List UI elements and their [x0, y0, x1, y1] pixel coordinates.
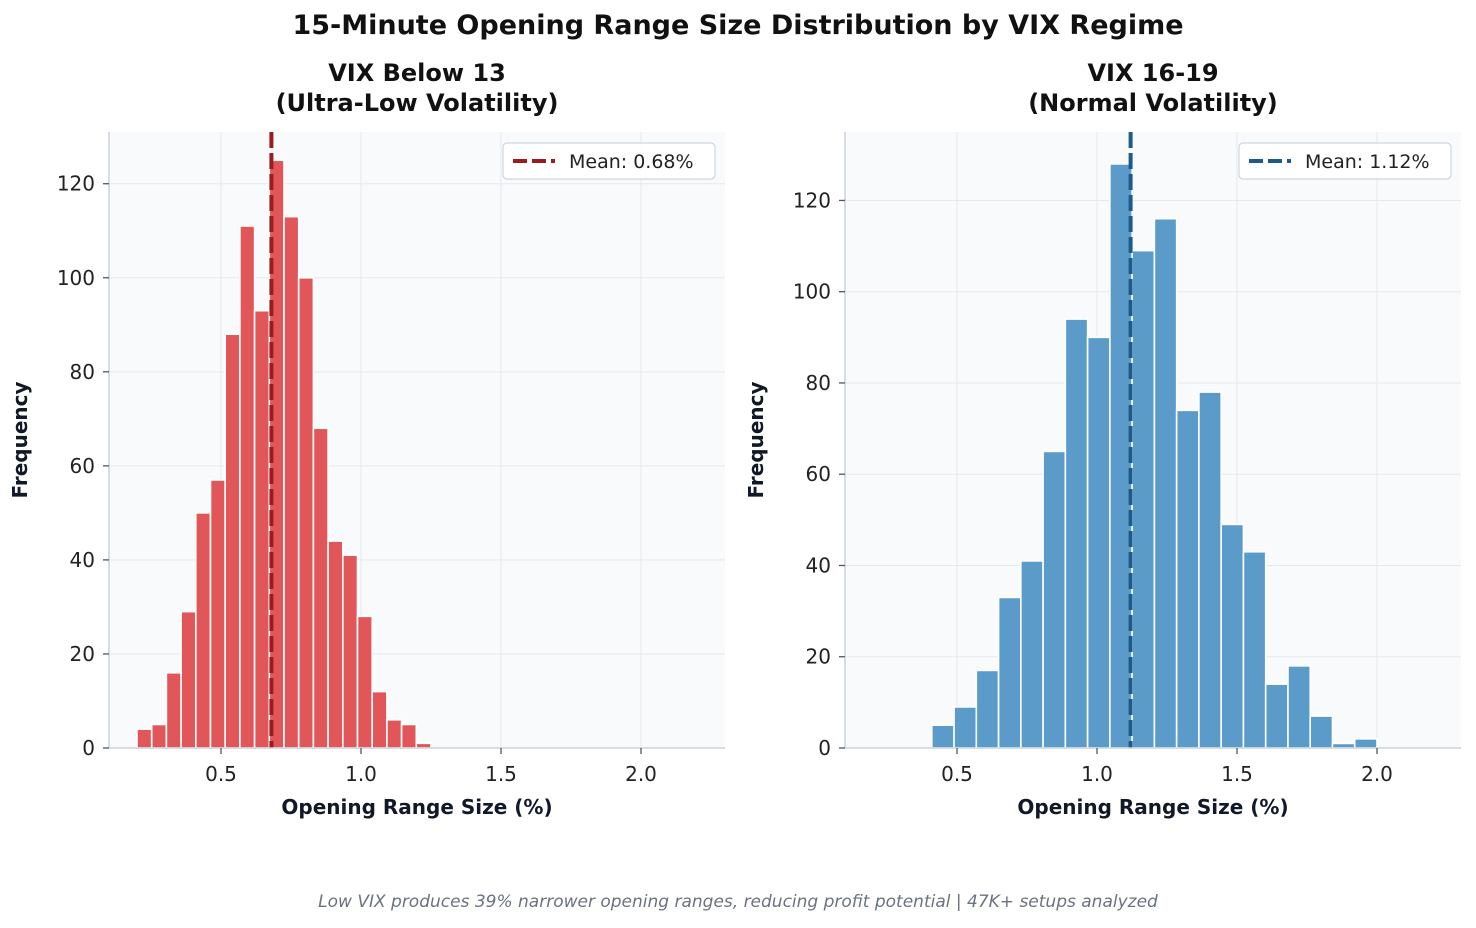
right-histogram-bar-0	[930, 724, 955, 749]
right-x-tick-label-3: 2.0	[1361, 762, 1393, 786]
left-histogram-bar-7	[239, 225, 256, 749]
left-y-tick-label-4: 80	[70, 360, 95, 384]
right-legend-box	[1238, 142, 1452, 180]
right-histogram-bar-4	[1020, 560, 1044, 749]
right-histogram-bar-1	[953, 706, 978, 749]
left-x-tick-label-1: 1.0	[345, 762, 377, 786]
left-histogram-bar-5	[209, 479, 226, 749]
right-x-tick-label-1: 1.0	[1081, 762, 1113, 786]
histogram-figure: 0.5 1.0 1.5 2.0 0 20 40 60 80 100 120 Opening Range…	[8, 132, 1461, 819]
right-y-tick-label-5: 100	[793, 280, 831, 304]
right-histogram-bar-13	[1220, 523, 1245, 749]
left-x-axis-label: Opening Range Size (%)	[281, 795, 552, 819]
left-histogram-bar-4	[195, 512, 212, 749]
left-y-tick-label-0: 0	[82, 736, 95, 760]
right-histogram-bar-7	[1086, 336, 1111, 749]
right-histogram-bar-10	[1153, 217, 1178, 749]
right-x-tick-label-0: 0.5	[941, 762, 973, 786]
right-histogram-bar-17	[1309, 715, 1334, 749]
right-histogram-bar-6	[1064, 318, 1089, 749]
left-histogram-bar-15	[356, 615, 373, 749]
right-histogram-bar-5	[1042, 450, 1067, 749]
left-y-tick-label-2: 40	[70, 548, 95, 572]
right-y-tick-label-4: 80	[806, 371, 831, 395]
left-panel-title-line2: (Ultra-Low Volatility)	[275, 89, 559, 117]
left-histogram-bar-1	[150, 723, 168, 749]
right-y-tick-label-1: 20	[806, 645, 831, 669]
left-legend-box	[502, 142, 716, 180]
right-histogram-bar-3	[997, 596, 1022, 749]
left-histogram-bar-2	[165, 671, 182, 749]
figure-title: 15-Minute Opening Range Size Distributio…	[292, 10, 1184, 41]
left-y-tick-label-5: 100	[57, 266, 95, 290]
left-histogram-bar-11	[297, 276, 315, 749]
left-y-axis-label: Frequency	[8, 381, 32, 498]
left-y-tick-label-1: 20	[70, 642, 95, 666]
left-histogram-bar-18	[400, 723, 418, 749]
right-histogram-bar-9	[1131, 249, 1156, 749]
right-histogram-bar-2	[975, 669, 1000, 749]
right-y-tick-label-3: 60	[806, 462, 831, 486]
right-panel-title: VIX 16-19 (Normal Volatility)	[845, 58, 1461, 118]
right-y-tick-label-6: 120	[793, 188, 831, 212]
left-panel-title-line1: VIX Below 13	[328, 59, 506, 87]
right-histogram-bar-12	[1198, 391, 1222, 749]
right-panel-title-line2: (Normal Volatility)	[1028, 89, 1278, 117]
right-y-tick-label-2: 40	[806, 553, 831, 577]
left-x-tick-label-2: 1.5	[485, 762, 517, 786]
right-histogram-bar-19	[1353, 738, 1378, 749]
right-panel-title-line1: VIX 16-19	[1087, 59, 1219, 87]
right-y-axis-label: Frequency	[744, 381, 768, 498]
left-histogram-bar-0	[136, 728, 153, 749]
left-histogram-bar-6	[224, 333, 241, 749]
right-x-tick-label-2: 1.5	[1221, 762, 1253, 786]
right-histogram-bar-11	[1175, 409, 1200, 749]
left-histogram-bar-16	[371, 690, 388, 749]
left-histogram-bar-12	[312, 427, 329, 749]
left-x-tick-label-0: 0.5	[205, 762, 237, 786]
right-y-tick-label-0: 0	[818, 736, 831, 760]
right-legend: Mean: 1.12%	[1238, 142, 1452, 180]
right-x-axis-label: Opening Range Size (%)	[1017, 795, 1288, 819]
left-histogram-bar-8	[253, 309, 271, 749]
left-histogram-bar-10	[283, 215, 300, 749]
left-plot-area: 0.5 1.0 1.5 2.0 0 20 40 60 80 100 120 Opening Range…	[8, 132, 725, 819]
footnote: Low VIX produces 39% narrower opening ra…	[318, 892, 1158, 912]
left-histogram-bar-3	[180, 610, 197, 749]
right-histogram-bar-16	[1287, 665, 1312, 749]
left-y-tick-label-6: 120	[57, 172, 95, 196]
right-histogram-bar-14	[1242, 550, 1267, 749]
left-x-tick-label-3: 2.0	[625, 762, 657, 786]
right-plot-area: 0.5 1.0 1.5 2.0 0 20 40 60 80 100 120 Opening Range…	[744, 132, 1461, 819]
left-y-tick-label-3: 60	[70, 454, 95, 478]
left-histogram-bar-17	[386, 718, 403, 749]
right-histogram-bar-15	[1264, 683, 1289, 749]
left-histogram-bar-14	[341, 554, 359, 749]
left-legend: Mean: 0.68%	[502, 142, 716, 180]
left-panel-title: VIX Below 13 (Ultra-Low Volatility)	[109, 58, 725, 118]
left-legend-label: Mean: 0.68%	[569, 151, 694, 173]
right-legend-label: Mean: 1.12%	[1305, 151, 1430, 173]
left-histogram-bar-13	[327, 540, 344, 749]
